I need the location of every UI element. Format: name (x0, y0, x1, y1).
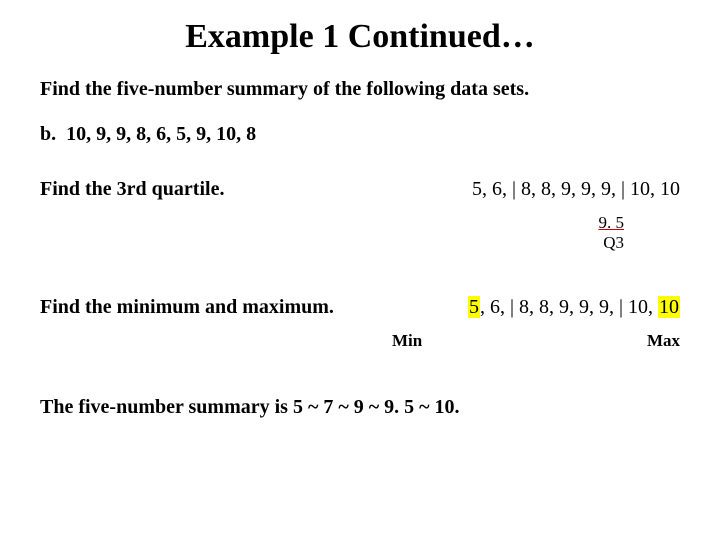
summary-text: The five-number summary is 5 ~ 7 ~ 9 ~ 9… (40, 396, 680, 419)
step-minmax-row: Find the minimum and maximum. 5, 6, | 8,… (40, 296, 680, 319)
step-q3-row: Find the 3rd quartile. 5, 6, | 8, 8, 9, … (40, 178, 680, 201)
max-highlight: 10 (658, 296, 680, 318)
slide-title: Example 1 Continued… (40, 18, 680, 56)
part-label: b. (40, 123, 56, 145)
data-set: 10, 9, 9, 8, 6, 5, 9, 10, 8 (66, 123, 256, 145)
q3-value: 9. 5 (599, 213, 625, 232)
minmax-step-data: 5, 6, | 8, 8, 9, 9, 9, | 10, 10 (463, 296, 680, 319)
q3-step-label: Find the 3rd quartile. (40, 178, 224, 201)
min-label: Min (392, 331, 422, 351)
q3-annotation: 9. 5 Q3 (40, 213, 680, 254)
minmax-step-label: Find the minimum and maximum. (40, 296, 334, 319)
q3-label: Q3 (603, 233, 624, 252)
instruction-text: Find the five-number summary of the foll… (40, 78, 680, 101)
minmax-labels: Min Max (40, 331, 680, 351)
min-highlight: 5 (468, 296, 480, 318)
q3-step-data: 5, 6, | 8, 8, 9, 9, 9, | 10, 10 (472, 178, 680, 201)
max-label: Max (647, 331, 680, 351)
data-set-row: b. 10, 9, 9, 8, 6, 5, 9, 10, 8 (40, 123, 680, 146)
minmax-mid: , 6, | 8, 8, 9, 9, 9, | 10, (480, 296, 658, 318)
